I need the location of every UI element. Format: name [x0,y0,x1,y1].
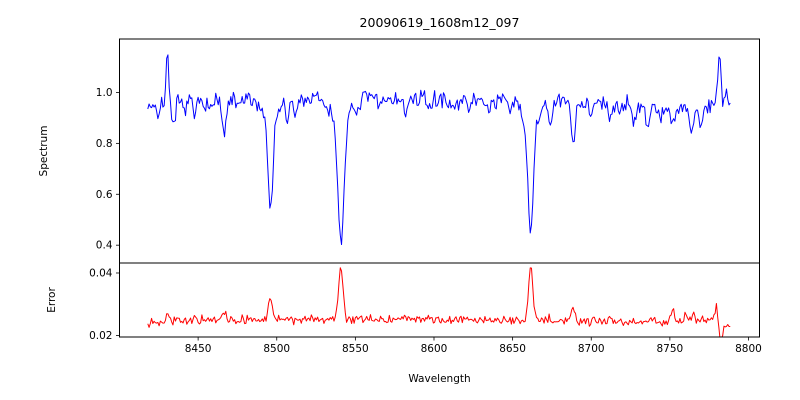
spectrum-y-axis-label: Spectrum [38,126,50,177]
error-y-tick-label: 0.04 [89,267,113,279]
x-tick-label: 8700 [578,343,605,355]
x-tick-label: 8450 [185,343,212,355]
error-line [147,267,731,337]
error-y-tick-label: 0.02 [89,330,112,342]
x-tick-label: 8800 [735,343,762,355]
chart-title: 20090619_1608m12_097 [360,15,520,30]
x-tick-label: 8750 [657,343,684,355]
x-tick-label: 8550 [342,343,369,355]
x-tick-label: 8650 [499,343,526,355]
x-axis-label: Wavelength [408,373,470,385]
data-lines [147,54,731,337]
x-tick-label: 8600 [421,343,448,355]
error-axes-frame [119,262,760,338]
axis-ticks: 0.4 0.6 0.8 1.0 0.02 0.04 8450 8500 8550 8600 8650… [89,87,762,355]
spectrum-line [147,54,731,246]
spectrum-y-tick-label: 0.4 [96,240,113,252]
x-tick-label: 8500 [263,343,290,355]
spectrum-y-tick-label: 0.8 [96,138,113,150]
error-y-axis-label: Error [46,287,58,313]
spectrum-y-tick-label: 0.6 [96,189,113,201]
spectrum-axes-frame [119,38,760,264]
spectrum-y-tick-label: 1.0 [96,87,113,99]
